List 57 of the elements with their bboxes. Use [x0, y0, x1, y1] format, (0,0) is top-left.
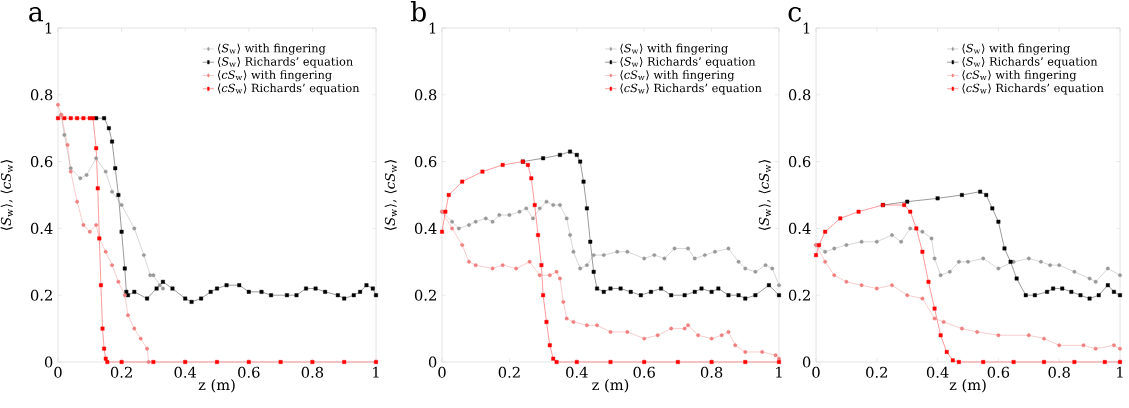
x-tick-label: 0.6	[238, 366, 260, 378]
chart-title: c	[788, 7, 801, 22]
y-tick-label: 0.6	[788, 156, 811, 168]
x-tick-label: 0	[812, 366, 820, 378]
x-tick-label: 0	[54, 366, 62, 378]
legend-label: ⟨S$_{w}$⟩ with fingering	[217, 43, 326, 55]
chart-title: a	[29, 7, 43, 22]
legend-label: ⟨S$_{w}$⟩ Richards’ equation	[217, 56, 353, 68]
y-tick-label: 0.8	[30, 89, 53, 101]
y-tick-label: 0.8	[788, 89, 811, 101]
x-tick-label: 0.6	[987, 366, 1010, 378]
x-tick-label: 0.8	[1048, 366, 1070, 378]
x-tick-label: 0.2	[110, 366, 132, 378]
y-tick-label: 0.4	[414, 222, 437, 234]
x-tick-label: 0.4	[174, 366, 197, 378]
x-axis-title: z (m)	[592, 378, 629, 393]
x-tick-label: 0.2	[498, 366, 520, 378]
x-axis-title: z (m)	[949, 378, 986, 393]
y-tick-label: 0	[802, 356, 811, 368]
y-axis-title: ⟨S$_{w}$⟩, ⟨cS$_{w}$⟩	[758, 160, 771, 230]
x-tick-label: 0.8	[301, 366, 324, 378]
x-tick-label: 0	[438, 366, 446, 378]
y-tick-label: 1	[803, 22, 810, 34]
y-tick-label: 0.6	[30, 156, 53, 168]
legend-label: ⟨S$_{w}$⟩ with fingering	[962, 43, 1070, 55]
y-axis-title: ⟨S$_{w}$⟩, ⟨cS$_{w}$⟩	[0, 160, 13, 230]
y-tick-label: 0	[44, 356, 53, 368]
y-axis-title: ⟨S$_{w}$⟩, ⟨cS$_{w}$⟩	[384, 160, 397, 230]
legend-label: ⟨cS$_{w}$⟩ with fingering	[962, 70, 1077, 82]
y-tick-label: 0.6	[414, 156, 437, 168]
x-tick-label: 1	[373, 366, 379, 378]
x-tick-label: 0.4	[566, 366, 588, 378]
y-tick-label: 0.2	[788, 289, 810, 301]
y-tick-label: 0.4	[788, 222, 811, 234]
legend-label: ⟨cS$_{w}$⟩ Richards’ equation	[217, 83, 360, 95]
legend-label: ⟨cS$_{w}$⟩ with fingering	[217, 70, 332, 82]
x-tick-label: 1	[776, 366, 782, 378]
x-tick-label: 1	[1117, 366, 1123, 378]
x-tick-label: 0.4	[926, 366, 949, 378]
legend-label: ⟨S$_{w}$⟩ Richards’ equation	[962, 56, 1098, 68]
x-tick-label: 0.6	[633, 366, 655, 378]
legend-label: ⟨cS$_{w}$⟩ Richards’ equation	[962, 83, 1104, 95]
y-tick-label: 0.4	[30, 222, 53, 234]
y-tick-label: 0.8	[414, 89, 437, 101]
y-tick-label: 1	[429, 22, 436, 34]
y-tick-label: 1	[45, 22, 52, 34]
x-tick-label: 0.8	[700, 366, 723, 378]
legend-label: ⟨cS$_{w}$⟩ Richards’ equation	[620, 83, 762, 95]
legend-label: ⟨S$_{w}$⟩ with fingering	[620, 43, 728, 55]
x-tick-label: 0.2	[866, 366, 888, 378]
y-tick-label: 0.2	[30, 289, 52, 301]
chart-title: b	[410, 1, 426, 22]
y-tick-label: 0	[428, 356, 437, 368]
legend-label: ⟨cS$_{w}$⟩ with fingering	[620, 70, 735, 82]
x-axis-title: z (m)	[198, 378, 235, 393]
legend-label: ⟨S$_{w}$⟩ Richards’ equation	[620, 56, 756, 68]
y-tick-label: 0.2	[414, 289, 436, 301]
